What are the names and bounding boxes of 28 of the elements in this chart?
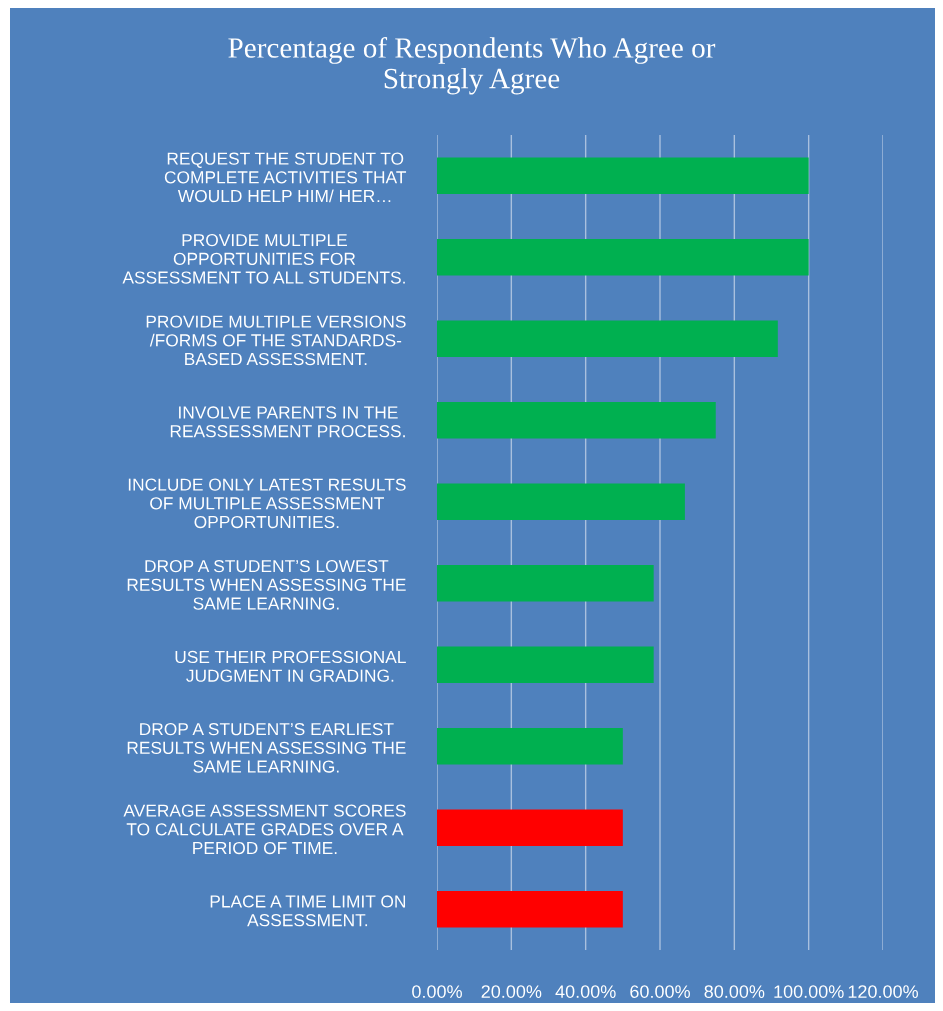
bar	[437, 401, 716, 439]
y-tick-label: INVOLVE PARENTS IN THE REASSESSMENT PROCESS.	[170, 406, 405, 438]
bar	[437, 727, 623, 765]
bar	[437, 157, 809, 195]
x-tick-label: 80.00%	[704, 985, 765, 998]
bar	[437, 890, 623, 928]
bar	[437, 809, 623, 847]
x-tick-label: 60.00%	[630, 985, 690, 998]
bar	[437, 238, 809, 276]
x-tick-label: 120.00%	[848, 985, 918, 998]
y-tick-label: DROP A STUDENT’S LOWEST RESULTS WHEN ASSESSING THE SAME LEARNING.	[127, 559, 406, 610]
x-tick-label: 100.00%	[774, 985, 844, 998]
y-tick-label: PLACE A TIME LIMIT ON ASSESSMENT.	[210, 895, 406, 927]
y-tick-label: REQUEST THE STUDENT TO COMPLETE ACTIVITIES THAT WOULD HELP HIM/ HER…	[164, 152, 407, 203]
y-tick-label: INCLUDE ONLY LATEST RESULTS OF MULTIPLE ASSESSMENT OPPORTUNITIES.	[128, 478, 406, 529]
y-tick-label: AVERAGE ASSESSMENT SCORES TO CALCULATE GRADES OVER A PERIOD OF TIME.	[123, 804, 406, 855]
bar	[437, 483, 685, 521]
x-tick-label: 0.00%	[412, 985, 462, 998]
y-tick-label: PROVIDE MULTIPLE OPPORTUNITIES FOR ASSESSMENT TO ALL STUDENTS.	[122, 233, 405, 284]
bar	[437, 564, 654, 602]
bar	[437, 646, 654, 684]
y-tick-label: DROP A STUDENT’S EARLIEST RESULTS WHEN ASSESSING THE SAME LEARNING.	[127, 722, 406, 773]
chart-title: Percentage of Respondents Who Agree or Strongly Agree	[228, 37, 716, 95]
y-tick-label: PROVIDE MULTIPLE VERSIONS /FORMS OF THE STANDARDS- BASED ASSESSMENT.	[146, 315, 406, 366]
bar	[437, 320, 778, 358]
x-tick-label: 40.00%	[555, 985, 616, 998]
y-tick-label: USE THEIR PROFESSIONAL JUDGMENT IN GRADING.	[175, 650, 406, 682]
x-tick-label: 20.00%	[481, 985, 542, 998]
